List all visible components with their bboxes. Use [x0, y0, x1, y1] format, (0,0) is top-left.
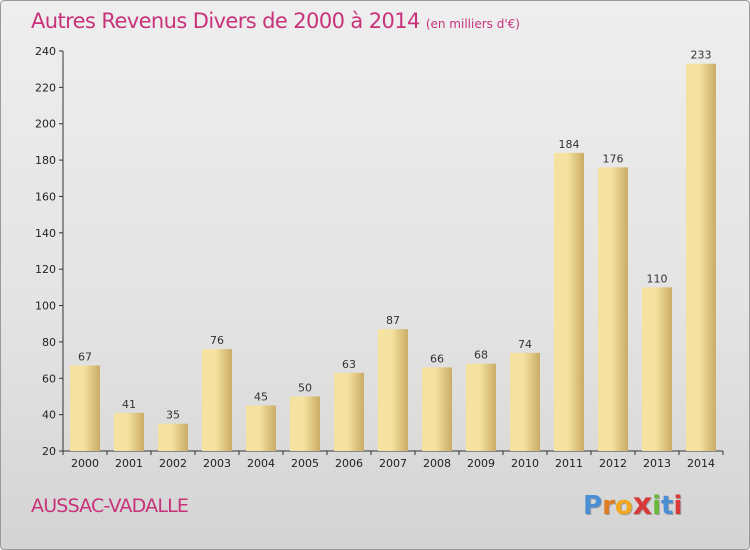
bar-2010 [510, 352, 540, 451]
x-tick-label-2006: 2006 [335, 457, 363, 470]
data-label-2006: 63 [342, 358, 356, 371]
x-tick-label-2001: 2001 [115, 457, 143, 470]
bars-group [70, 63, 716, 452]
chart-title-text: Autres Revenus Divers de 2000 à 2014 [31, 9, 420, 33]
y-tick-label: 100 [35, 300, 56, 313]
logo-letter: x [632, 487, 653, 522]
y-tick-label: 200 [35, 118, 56, 131]
y-tick-label: 40 [42, 409, 56, 422]
data-label-2008: 66 [430, 352, 444, 365]
data-label-2000: 67 [78, 351, 92, 364]
data-label-2001: 41 [122, 398, 136, 411]
x-tick-label-2007: 2007 [379, 457, 407, 470]
bar-2013 [642, 287, 672, 451]
x-tick-label-2004: 2004 [247, 457, 275, 470]
data-label-2002: 35 [166, 409, 180, 422]
data-label-2010: 74 [518, 338, 532, 351]
x-tick-label-2003: 2003 [203, 457, 231, 470]
y-tick-label: 220 [35, 81, 56, 94]
bar-2000 [70, 365, 100, 451]
data-label-2012: 176 [603, 152, 624, 165]
data-label-2009: 68 [474, 349, 488, 362]
data-label-2005: 50 [298, 381, 312, 394]
logo-letter: r [602, 491, 615, 521]
bar-2006 [334, 372, 364, 451]
bar-2008 [422, 367, 452, 451]
logo-letter: P [583, 491, 603, 521]
y-tick-label: 80 [42, 336, 56, 349]
x-tick-label-2005: 2005 [291, 457, 319, 470]
data-label-2011: 184 [559, 138, 580, 151]
axes: 20 40 60 80 100 120 140 160 180 200 220 240 [35, 45, 724, 458]
bar-2009 [466, 363, 496, 451]
bar-2011 [554, 152, 584, 451]
y-tick-label: 180 [35, 154, 56, 167]
x-tick-label-2002: 2002 [159, 457, 187, 470]
bar-2002 [158, 423, 188, 451]
data-label-2004: 45 [254, 391, 268, 404]
data-label-2014: 233 [691, 49, 712, 62]
x-tick-label-2008: 2008 [423, 457, 451, 470]
y-tick-label: 120 [35, 263, 56, 276]
y-tick-label: 240 [35, 45, 56, 58]
y-tick-label: 20 [42, 445, 56, 458]
logo-letter: t [661, 491, 674, 521]
logo-letter: o [614, 491, 633, 521]
labels-group: 2000 67 2001 41 2002 35 2003 76 2004 45 2005 50 2006… [71, 49, 715, 470]
commune-name: AUSSAC-VADALLE [31, 495, 189, 517]
chart-unit-text: (en milliers d'€) [425, 17, 520, 31]
data-label-2003: 76 [210, 334, 224, 347]
chart-title: Autres Revenus Divers de 2000 à 2014 (en … [31, 9, 520, 33]
y-tick-label: 160 [35, 190, 56, 203]
bar-2004 [246, 405, 276, 451]
x-tick-label-2011: 2011 [555, 457, 583, 470]
y-tick-label: 60 [42, 372, 56, 385]
bar-2007 [378, 329, 408, 451]
x-tick-label-2012: 2012 [599, 457, 627, 470]
x-tick-label-2010: 2010 [511, 457, 539, 470]
y-tick-label: 140 [35, 227, 56, 240]
x-tick-label-2013: 2013 [643, 457, 671, 470]
bar-2012 [598, 167, 628, 451]
logo-letter: i [673, 491, 683, 521]
data-label-2013: 110 [647, 272, 668, 285]
bar-2001 [114, 412, 144, 451]
logo-letter: i [652, 491, 662, 521]
bar-2014 [686, 63, 716, 452]
data-label-2007: 87 [386, 314, 400, 327]
proxiti-logo[interactable]: Proxiti [583, 487, 682, 522]
bar-2005 [290, 396, 320, 451]
x-tick-label-2009: 2009 [467, 457, 495, 470]
x-tick-label-2014: 2014 [687, 457, 715, 470]
bar-2003 [202, 349, 232, 451]
x-tick-label-2000: 2000 [71, 457, 99, 470]
